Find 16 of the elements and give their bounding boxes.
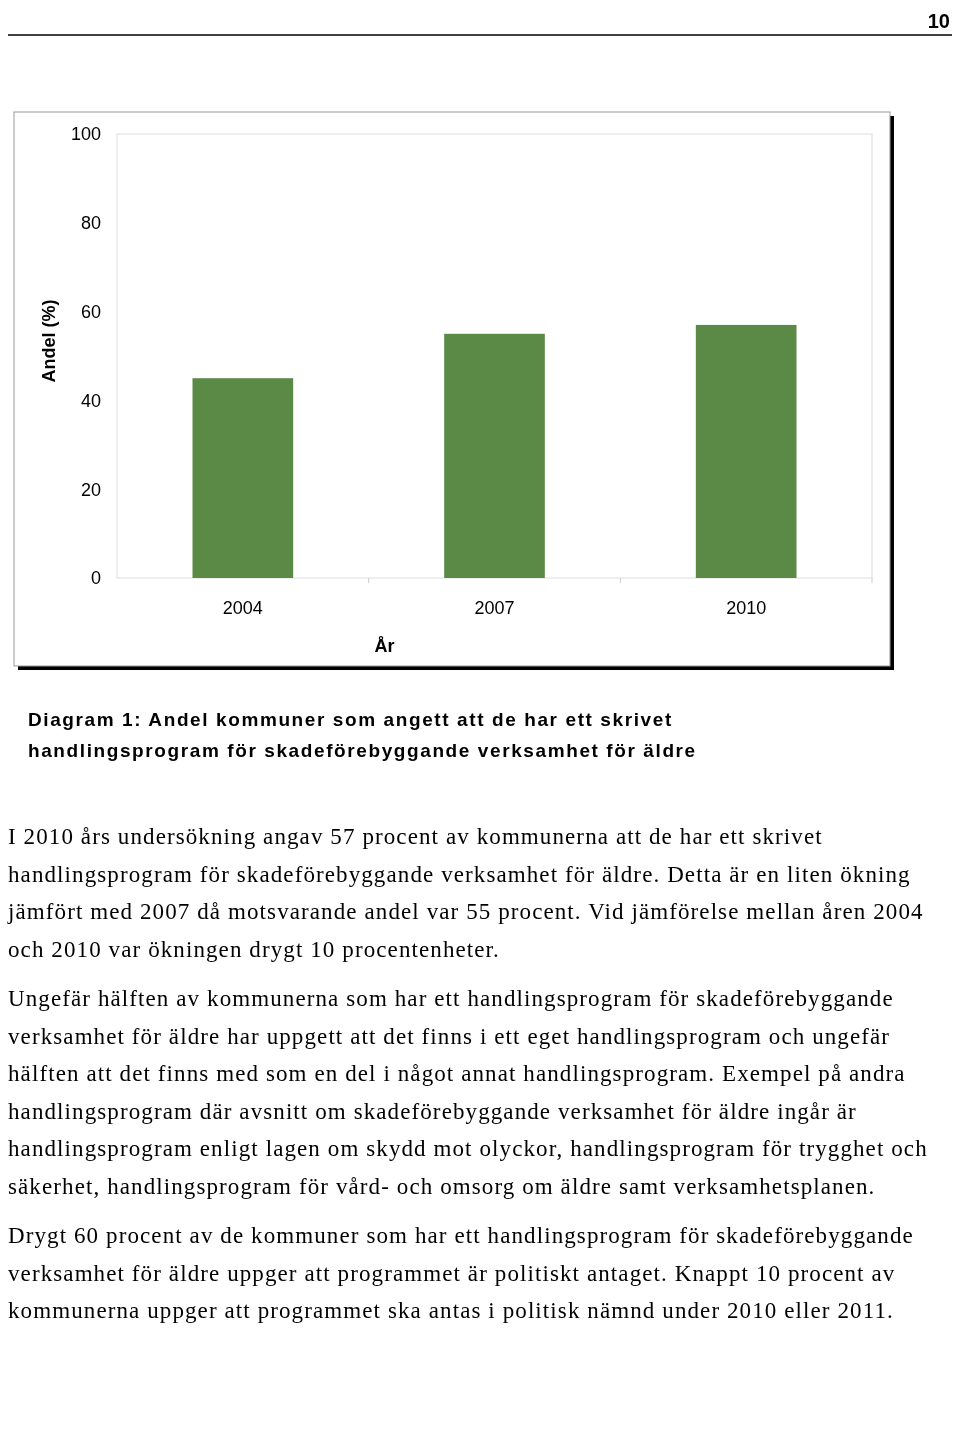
x-axis-title: År bbox=[374, 636, 395, 656]
x-tick-label: 2007 bbox=[474, 598, 515, 618]
y-tick-label: 80 bbox=[80, 213, 101, 234]
x-tick-label: 2010 bbox=[726, 598, 767, 618]
x-tick-label: 2004 bbox=[222, 598, 263, 618]
text: 10 bbox=[927, 10, 950, 32]
text: Diagram 1: Andel kommuner som angett att de har ett skrivet handlingsprogram för skadeförebyggande verksamhet för äldre bbox=[28, 708, 698, 763]
y-tick-label: 0 bbox=[90, 568, 101, 589]
text: I 2010 års undersökning angav 57 procent av kommunerna att de har ett skrivet handlingsprogram för skadeförebyggande verksamhet för äldre. Detta är en liten ökning jämfört med 2007 då motsvarande andel var 55 procent. Vid jämförelse mellan åren 2004 och 2010 var ökningen drygt 10 procentenheter. bbox=[8, 823, 925, 964]
y-axis-title: Andel (%) bbox=[39, 299, 59, 383]
text: Drygt 60 procent av de kommuner som har ett handlingsprogram för skadeförebyggande verksamhet för äldre uppger att programmet är politiskt antaget. Knappt 10 procent av kommunerna uppger att programmet ska antas i politisk nämnd under 2010 eller 2011. bbox=[8, 1222, 915, 1325]
text: Ungefär hälften av kommunerna som har ett handlingsprogram för skadeförebyggande verksamhet för äldre har uppgett att det finns i ett eget handlingsprogram och ungefär hälften att det finns med som en del i något annat handlingsprogram. Exempel på andra handlingsprogram där avsnitt om skadeförebyggande verksamhet för äldre ingår är handlingsprogram enligt lagen om skydd mot olyckor, handlingsprogram för trygghet och säkerhet, handlingsprogram för vård- och omsorg om äldre samt verksamhetsplanen. bbox=[8, 985, 929, 1201]
y-tick-label: 20 bbox=[80, 479, 101, 500]
y-tick-label: 40 bbox=[80, 390, 101, 411]
y-tick-label: 60 bbox=[80, 301, 101, 322]
y-tick-label: 100 bbox=[70, 124, 101, 145]
